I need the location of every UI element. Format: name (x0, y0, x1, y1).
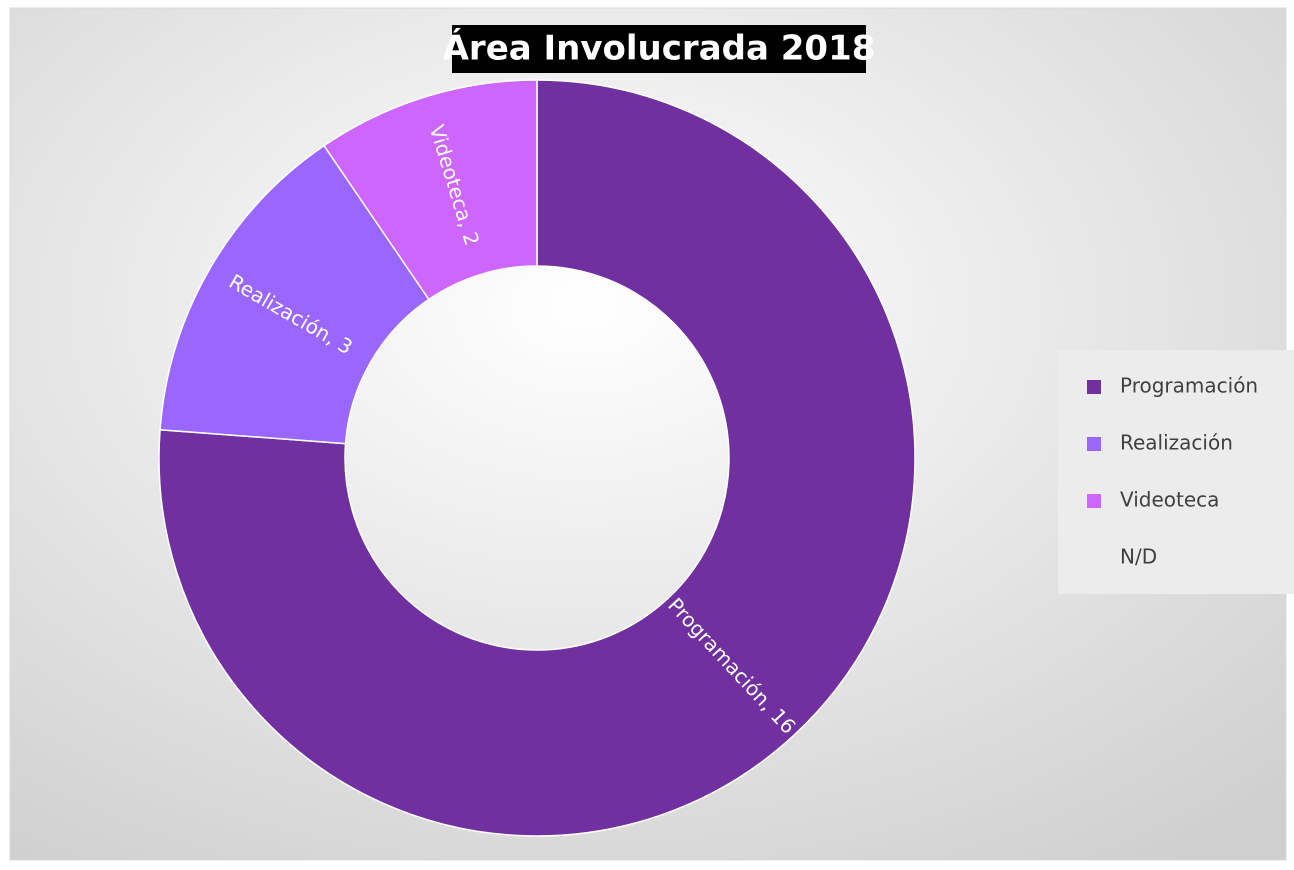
legend-swatch (1087, 380, 1101, 394)
donut-segment (159, 144, 430, 445)
donut-segment (323, 79, 538, 301)
legend-label: Programación (1120, 374, 1258, 398)
legend-label: Realización (1120, 431, 1233, 455)
legend-label: N/D (1120, 545, 1157, 569)
legend-label: Videoteca (1120, 488, 1219, 512)
legend-swatch (1087, 437, 1101, 451)
title-box (452, 25, 866, 73)
chart-title: Área Involucrada 2018 (443, 28, 876, 69)
donut-segment (158, 79, 916, 837)
legend-swatch (1087, 494, 1101, 508)
